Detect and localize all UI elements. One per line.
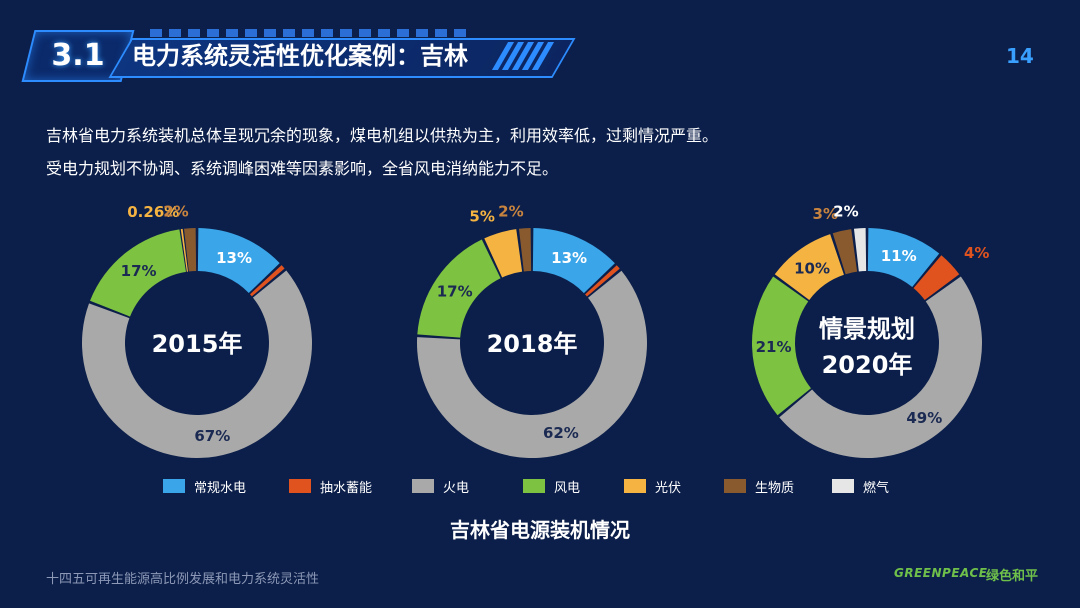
- center-label-3-2: 2020年: [822, 351, 913, 379]
- donut-slice-3-5: [774, 234, 844, 300]
- slice-label-2-6: 2%: [498, 202, 523, 220]
- donut-slice-1-1: [197, 228, 280, 293]
- legend-item-6: 生物质: [724, 476, 794, 496]
- decorative-dashes: [150, 22, 473, 37]
- center-label-2-1: 2018年: [487, 330, 578, 358]
- legend-item-4: 风电: [523, 476, 580, 496]
- legend-label-3: 火电: [443, 480, 470, 496]
- donut-slice-1-4: [90, 229, 186, 317]
- donut-slice-3-2: [913, 255, 960, 300]
- chart-caption: 吉林省电源装机情况: [450, 518, 630, 542]
- legend-item-7: 燃气: [832, 476, 889, 496]
- slice-label-3-1: 11%: [881, 247, 917, 265]
- donut-slice-2-3: [417, 270, 647, 459]
- slice-label-2-4: 17%: [437, 282, 473, 300]
- slice-label-2-3: 62%: [543, 424, 579, 442]
- legend-label-7: 燃气: [863, 480, 890, 496]
- donut-slice-1-6: [183, 228, 197, 272]
- center-label-3-1: 情景规划: [819, 315, 915, 343]
- slice-label-3-3: 49%: [906, 409, 942, 427]
- legend-item-1: 常规水电: [163, 476, 246, 496]
- slice-label-1-6: 2%: [163, 202, 188, 220]
- slice-label-2-5: 5%: [469, 207, 494, 225]
- legend-swatch-1: [163, 479, 185, 493]
- intro-line-1: 吉林省电力系统装机总体呈现冗余的现象，煤电机组以供热为主，利用效率低，过剩情况严…: [46, 126, 719, 145]
- intro-line-2: 受电力规划不协调、系统调峰困难等因素影响，全省风电消纳能力不足。: [46, 159, 559, 178]
- donut-slice-2-1: [532, 228, 615, 294]
- donut-slice-1-2: [249, 265, 285, 297]
- legend-label-4: 风电: [554, 480, 581, 496]
- legend-item-2: 抽水蓄能: [289, 476, 372, 496]
- donut-slice-2-6: [518, 228, 532, 272]
- legend-item-3: 火电: [412, 476, 469, 496]
- donut-slice-3-1: [867, 228, 940, 287]
- slice-label-3-5: 10%: [794, 259, 830, 277]
- slice-label-1-4: 17%: [121, 262, 157, 280]
- footer-text: 十四五可再生能源高比例发展和电力系统灵活性: [46, 572, 320, 587]
- donut-slice-1-5: [180, 228, 188, 272]
- donut-slice-3-3: [779, 276, 982, 458]
- donut-slice-2-5: [484, 229, 523, 278]
- legend-item-5: 光伏: [624, 476, 681, 496]
- legend-swatch-4: [523, 479, 545, 493]
- slice-label-3-2: 4%: [964, 244, 989, 262]
- legend-swatch-7: [832, 479, 854, 493]
- legend-swatch-5: [624, 479, 646, 493]
- legend-swatch-2: [289, 479, 311, 493]
- legend-label-6: 生物质: [755, 480, 795, 496]
- donut-slice-3-7: [853, 228, 867, 272]
- legend-label-1: 常规水电: [194, 480, 247, 496]
- slice-label-3-4: 21%: [756, 338, 792, 356]
- page-number: 14: [1006, 44, 1034, 68]
- slice-label-1-5: 0.26%: [127, 203, 179, 221]
- donut-slice-2-4: [417, 239, 501, 338]
- slice-label-3-7: 2%: [833, 202, 858, 220]
- slice-label-3-6: 3%: [813, 205, 838, 223]
- greenpeace-logo-cn: 绿色和平: [986, 569, 1039, 584]
- donut-slice-3-6: [832, 229, 858, 275]
- legend-label-5: 光伏: [655, 480, 682, 496]
- slice-label-1-1: 13%: [216, 249, 252, 267]
- donut-slice-3-4: [751, 276, 811, 416]
- page-title: 电力系统灵活性优化案例：吉林: [132, 42, 468, 70]
- center-label-1-1: 2015年: [152, 330, 243, 358]
- greenpeace-logo: GREENPEACE: [894, 566, 988, 580]
- legend-swatch-3: [412, 479, 434, 493]
- donut-slice-1-3: [81, 270, 312, 459]
- slice-label-1-3: 67%: [194, 427, 230, 445]
- slice-label-2-1: 13%: [551, 249, 587, 267]
- legend-label-2: 抽水蓄能: [320, 480, 373, 496]
- donut-slice-2-2: [585, 265, 620, 297]
- legend-swatch-6: [724, 479, 746, 493]
- chart-legend: 常规水电 抽水蓄能 火电 风电 光伏 生物质 燃气: [0, 476, 1080, 498]
